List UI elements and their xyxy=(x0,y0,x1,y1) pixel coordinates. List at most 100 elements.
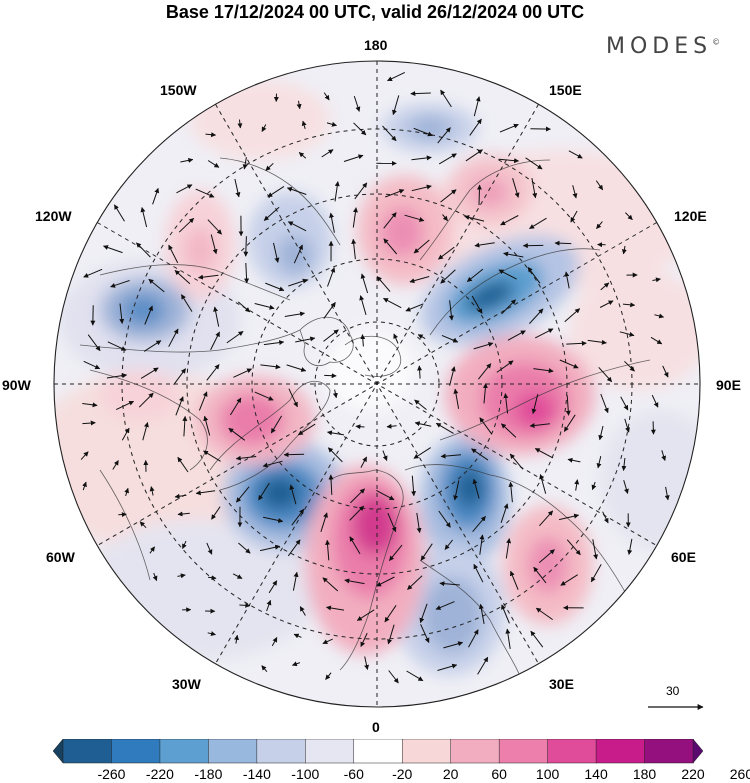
wind-vector xyxy=(598,425,604,441)
colorbar-tick-label: 180 xyxy=(632,766,657,782)
wind-vector xyxy=(203,415,211,436)
wind-vector xyxy=(387,624,395,645)
wind-vector xyxy=(198,274,219,280)
wind-vector xyxy=(195,188,215,198)
colorbar-tick-label: 60 xyxy=(491,766,507,782)
wind-vector xyxy=(440,89,452,108)
wind-vector xyxy=(438,510,451,528)
colorbar-swatch xyxy=(692,739,703,764)
wind-vector xyxy=(261,665,268,673)
wind-vector xyxy=(121,427,130,441)
wind-vector xyxy=(598,366,613,383)
wind-vector xyxy=(329,212,335,233)
wind-vector xyxy=(453,480,460,501)
wind-vector xyxy=(322,577,339,592)
colorbar-tick-label: -60 xyxy=(343,766,364,782)
wind-vector xyxy=(590,564,602,583)
wind-vector xyxy=(473,96,481,117)
wind-vector xyxy=(534,328,554,339)
wind-vector xyxy=(529,217,547,230)
wind-vector xyxy=(534,448,554,459)
wind-vector xyxy=(404,214,425,222)
wind-vector xyxy=(323,301,336,319)
wind-vector xyxy=(596,221,603,229)
wind-vector xyxy=(327,267,336,287)
wind-vector xyxy=(235,455,257,461)
wind-vector xyxy=(360,334,366,347)
wind-vector xyxy=(405,303,424,312)
wind-vector xyxy=(411,184,432,192)
polar-map xyxy=(53,60,704,710)
wind-vector xyxy=(211,506,221,520)
wind-vector xyxy=(592,539,599,560)
wind-vector xyxy=(512,178,520,198)
wind-vector xyxy=(287,221,307,232)
colorbar-tick-label: -140 xyxy=(242,766,271,782)
wind-vector xyxy=(259,544,281,552)
wind-vector xyxy=(321,149,334,158)
lon-label-180: 180 xyxy=(364,37,388,53)
lon-label-30e: 30E xyxy=(549,676,574,692)
wind-vector xyxy=(505,538,512,559)
wind-vector xyxy=(149,546,156,554)
wind-vector xyxy=(229,397,242,416)
wind-vector xyxy=(323,92,330,101)
wind-vector xyxy=(472,478,480,499)
wind-vector xyxy=(527,266,541,284)
wind-vector xyxy=(509,570,519,590)
wind-vector xyxy=(595,180,604,191)
colorbar-swatch xyxy=(159,739,210,764)
wind-vector xyxy=(507,330,526,341)
wind-vector xyxy=(261,124,267,132)
wind-vector xyxy=(535,607,553,621)
wind-vector xyxy=(627,538,633,555)
wind-vector xyxy=(563,414,576,432)
wind-vector xyxy=(262,516,284,523)
colorbar-tick-label: -260 xyxy=(97,766,126,782)
wind-vector xyxy=(568,150,583,159)
lon-label-60e: 60E xyxy=(671,549,696,565)
wind-vector xyxy=(138,392,154,408)
wind-vector xyxy=(414,399,427,410)
wind-vector xyxy=(301,120,307,129)
plot-title: Base 17/12/2024 00 UTC, valid 26/12/2024… xyxy=(165,2,585,22)
lon-label-30w: 30W xyxy=(172,676,201,692)
wind-vector xyxy=(228,427,246,441)
lon-label-0: 0 xyxy=(372,719,380,735)
wind-vector xyxy=(477,656,489,675)
colorbar-swatch xyxy=(595,739,646,764)
brand-name: MODES xyxy=(606,34,713,59)
wind-vector xyxy=(203,450,221,462)
wind-vector xyxy=(599,300,614,308)
wind-vector xyxy=(392,95,400,116)
wind-vector xyxy=(260,364,281,370)
wind-vector xyxy=(539,474,547,494)
wind-vector xyxy=(168,328,179,347)
wind-vector xyxy=(419,603,428,624)
wind-vector xyxy=(103,245,123,254)
wind-vector xyxy=(271,637,278,647)
wind-vector xyxy=(413,127,433,137)
wind-vector xyxy=(174,270,191,285)
lon-label-60w: 60W xyxy=(46,549,75,565)
wind-vector xyxy=(533,368,554,374)
wind-vector xyxy=(243,236,249,257)
wind-vector xyxy=(533,566,547,584)
wind-vector xyxy=(661,450,667,461)
wind-vector xyxy=(323,329,339,342)
wind-vector xyxy=(354,182,368,200)
colorbar-swatch xyxy=(450,739,500,764)
wind-vector xyxy=(564,308,581,323)
wind-vector xyxy=(80,451,89,460)
wind-vector xyxy=(441,334,459,343)
wind-vector xyxy=(356,609,375,621)
wind-vector xyxy=(195,490,216,496)
wind-vector xyxy=(206,364,220,381)
wind-vector xyxy=(406,670,424,682)
wind-vector xyxy=(376,489,395,501)
wind-vector xyxy=(417,365,423,379)
wind-vector xyxy=(435,601,455,610)
wind-vector xyxy=(566,539,581,556)
wind-vector xyxy=(239,602,251,608)
wind-vector xyxy=(124,487,130,497)
